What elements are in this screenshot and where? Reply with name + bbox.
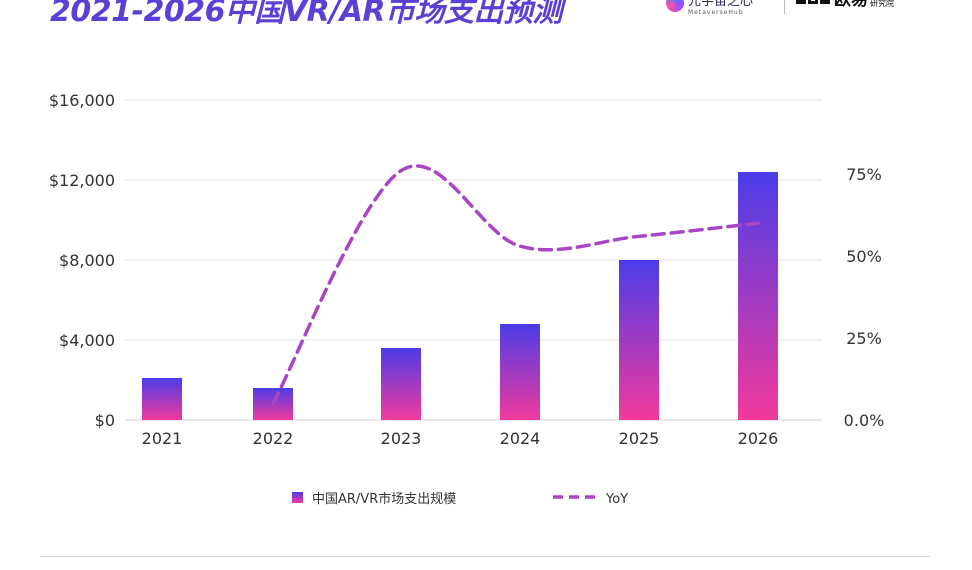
legend-bar-label: 中国AR/VR市场支出规模 <box>312 491 456 507</box>
page-title: 2021-2026中国VR/AR市场支出预测 <box>50 0 563 29</box>
y-left-tick-label: $8,000 <box>59 251 115 270</box>
footer-divider <box>40 556 930 557</box>
legend-line-label: YoY <box>605 492 628 507</box>
brand1-name: 元宇宙之心 <box>688 0 754 9</box>
yoy-line <box>271 164 760 406</box>
x-tick-label: 2022 <box>253 429 294 448</box>
y-left-tick-label: $4,000 <box>59 331 115 350</box>
x-tick-label: 2026 <box>738 429 779 448</box>
bar <box>500 324 540 420</box>
y-left-tick-label: $0 <box>95 411 115 430</box>
brand2-name: 欧易 <box>834 0 868 10</box>
brand-divider <box>784 0 785 14</box>
x-tick-label: 2023 <box>381 429 422 448</box>
y-left-tick-label: $16,000 <box>49 91 115 110</box>
brand2-sub: 研究院 <box>870 0 894 8</box>
bar <box>381 348 421 420</box>
bar <box>738 172 778 420</box>
x-tick-label: 2021 <box>142 429 183 448</box>
y-right-tick-label: 50% <box>846 247 882 266</box>
metaversehub-logo: 元宇宙之心 MetaverseHub <box>666 0 753 16</box>
brand1-english: MetaverseHub <box>688 9 744 16</box>
okx-research-logo: 欧易 研究院 <box>796 0 894 10</box>
metaversehub-logo-icon <box>666 0 684 12</box>
y-right-tick-label: 0.0% <box>844 411 885 430</box>
x-tick-label: 2025 <box>619 429 660 448</box>
x-tick-label: 2024 <box>500 429 541 448</box>
y-right-tick-label: 75% <box>846 165 882 184</box>
y-right-tick-label: 25% <box>846 329 882 348</box>
y-left-tick-label: $12,000 <box>49 171 115 190</box>
okx-mark-icon <box>796 0 830 4</box>
bar <box>619 260 659 420</box>
legend-bar-swatch <box>292 492 303 503</box>
bar <box>142 378 182 420</box>
